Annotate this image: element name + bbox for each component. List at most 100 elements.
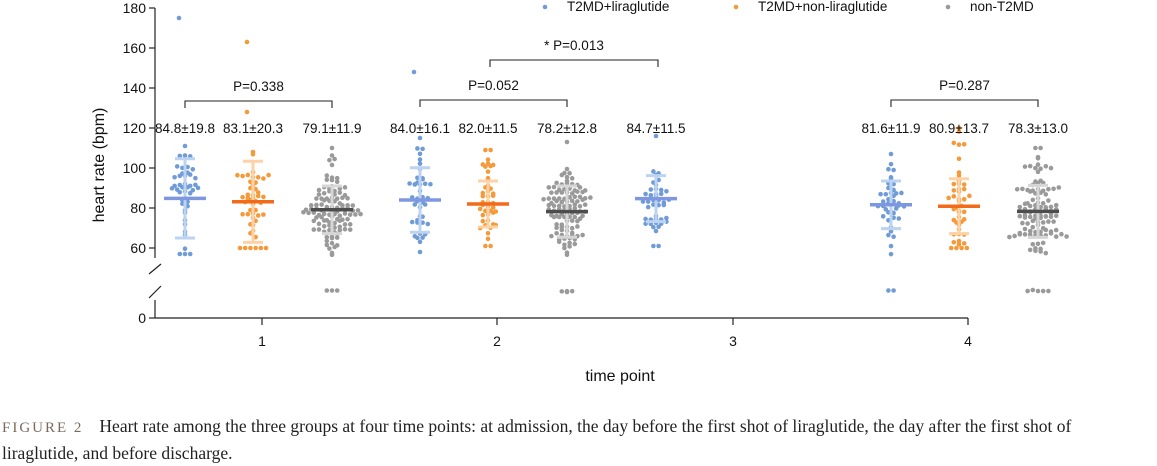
data-point [559,190,565,195]
data-point [961,141,967,147]
data-point [261,176,266,181]
data-point [541,196,546,202]
data-point [337,218,343,224]
data-point [888,151,894,157]
data-point [559,172,565,178]
data-point [485,157,491,162]
data-point [569,176,575,181]
data-point [1048,165,1054,171]
data-point [878,191,883,197]
data-point [329,252,335,258]
data-point [961,209,967,215]
legend-marker [542,4,548,10]
data-point [177,173,183,179]
data-point [417,157,423,162]
data-point [961,241,967,246]
data-point [417,239,423,245]
data-point [967,193,972,199]
data-point [337,213,343,219]
data-point [248,245,253,251]
data-point [546,185,552,190]
data-point [417,135,423,141]
data-point [255,190,261,195]
data-point [1033,145,1038,151]
data-point [321,197,327,203]
data-point [582,202,588,207]
data-point [556,239,562,245]
data-point [261,194,266,200]
data-point [569,288,575,294]
data-point [954,245,959,251]
mean-sd-label: 84.8±19.8 [155,121,215,136]
data-point [643,191,648,197]
data-point [193,175,198,181]
data-point [308,203,314,208]
data-point [658,191,664,197]
data-point [321,211,327,217]
y-tick-label: 180 [123,0,147,16]
data-point [1056,185,1062,190]
data-point [1027,228,1033,234]
data-point [314,202,319,208]
data-point [1025,221,1030,226]
data-point [1053,213,1059,219]
data-point [1022,226,1028,232]
data-point [415,235,420,241]
data-point [1022,215,1028,220]
data-point [480,193,486,199]
data-point [480,212,486,218]
data-point [1053,202,1059,208]
legend-marker [733,4,739,10]
data-point [653,228,659,234]
data-point [480,218,486,224]
data-point [235,172,240,178]
data-point [342,211,348,216]
data-point [1033,248,1038,254]
data-point [1035,169,1041,175]
data-point [1040,220,1046,225]
data-point [319,214,324,220]
p-value-label: P=0.052 [468,78,519,93]
data-point [342,226,348,232]
data-point [483,147,488,153]
data-point [483,164,488,169]
data-point [1027,203,1033,209]
data-point [245,172,251,178]
data-point [551,184,557,190]
mean-sd-label: 79.1±11.9 [303,121,362,136]
figure-label: FIGURE 2 [2,420,84,436]
data-point [645,204,651,210]
data-point [182,143,188,149]
data-point [651,243,656,249]
data-point [329,177,335,183]
data-point [1038,145,1043,151]
data-point [485,230,491,236]
y-tick-label: 60 [130,240,146,256]
heart-rate-chart: 0 60 80 100 120 140 160 180 heart rate (bpm) 1 2 3 4… [91,0,1069,385]
data-point [554,222,559,227]
data-point [417,151,423,157]
data-point [174,164,180,169]
data-point [316,192,322,197]
legend-label: T2MD+liraglutide [567,0,669,14]
data-point [569,198,575,204]
data-point [324,173,330,178]
data-point [564,166,570,172]
x-tick-label: 1 [258,333,266,349]
data-point [961,182,967,187]
data-point [559,227,565,233]
mean-sd-label: 84.7±11.5 [627,121,686,136]
data-point [664,215,669,221]
data-point [1033,165,1038,171]
data-point [951,194,957,199]
data-point [327,246,332,251]
data-point [1035,155,1041,161]
data-point [1043,250,1049,256]
mean-sd-label: 80.9±13.7 [929,121,989,136]
y-tick-label: 0 [138,310,146,326]
data-point [661,202,667,208]
legend-label: non-T2MD [970,0,1034,14]
data-point [319,202,324,207]
data-point [177,153,183,159]
data-point [1040,288,1046,294]
